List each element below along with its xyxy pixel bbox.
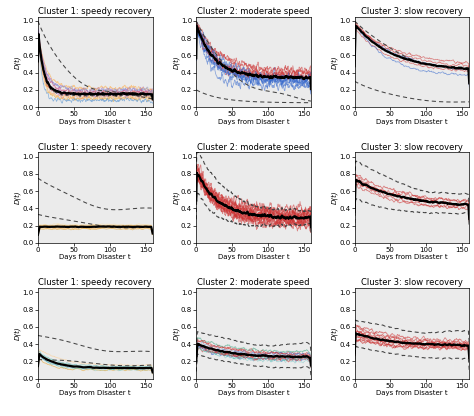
Title: Cluster 3: slow recovery: Cluster 3: slow recovery (361, 143, 463, 151)
Title: Cluster 2: moderate speed: Cluster 2: moderate speed (197, 7, 310, 16)
Y-axis label: D(t): D(t) (331, 191, 338, 204)
Title: Cluster 2: moderate speed: Cluster 2: moderate speed (197, 143, 310, 151)
Y-axis label: D(t): D(t) (173, 327, 180, 340)
X-axis label: Days from Disaster t: Days from Disaster t (59, 119, 131, 125)
Title: Cluster 2: moderate speed: Cluster 2: moderate speed (197, 278, 310, 287)
Title: Cluster 1: speedy recovery: Cluster 1: speedy recovery (38, 143, 152, 151)
Title: Cluster 3: slow recovery: Cluster 3: slow recovery (361, 7, 463, 16)
Title: Cluster 3: slow recovery: Cluster 3: slow recovery (361, 278, 463, 287)
Y-axis label: D(t): D(t) (331, 55, 338, 69)
Y-axis label: D(t): D(t) (173, 55, 180, 69)
X-axis label: Days from Disaster t: Days from Disaster t (218, 390, 290, 396)
X-axis label: Days from Disaster t: Days from Disaster t (218, 119, 290, 125)
Title: Cluster 1: speedy recovery: Cluster 1: speedy recovery (38, 7, 152, 16)
Y-axis label: D(t): D(t) (15, 327, 21, 340)
Title: Cluster 1: speedy recovery: Cluster 1: speedy recovery (38, 278, 152, 287)
Y-axis label: D(t): D(t) (331, 327, 338, 340)
Y-axis label: D(t): D(t) (173, 191, 180, 204)
Y-axis label: D(t): D(t) (15, 191, 21, 204)
X-axis label: Days from Disaster t: Days from Disaster t (59, 255, 131, 260)
X-axis label: Days from Disaster t: Days from Disaster t (376, 390, 448, 396)
X-axis label: Days from Disaster t: Days from Disaster t (376, 119, 448, 125)
X-axis label: Days from Disaster t: Days from Disaster t (218, 255, 290, 260)
X-axis label: Days from Disaster t: Days from Disaster t (59, 390, 131, 396)
X-axis label: Days from Disaster t: Days from Disaster t (376, 255, 448, 260)
Y-axis label: D(t): D(t) (15, 55, 21, 69)
